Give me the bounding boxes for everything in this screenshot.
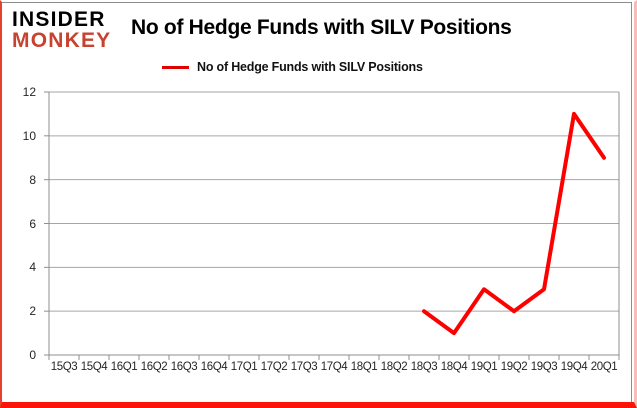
x-tick-label: 17Q1 <box>230 361 258 373</box>
insider-monkey-logo: INSIDER MONKEY <box>12 9 111 51</box>
y-tick-label: 12 <box>22 85 36 99</box>
x-axis-labels: 15Q3 15Q4 16Q1 16Q2 16Q3 16Q4 17Q1 17Q2 17Q3 17Q4… <box>49 361 619 373</box>
x-tick-label: 16Q4 <box>200 361 228 373</box>
logo-line2: MONKEY <box>12 29 112 52</box>
chart-title: No of Hedge Funds with SILV Positions <box>131 16 512 39</box>
x-tick-label: 19Q4 <box>560 361 588 373</box>
x-tick-label: 19Q3 <box>530 361 558 373</box>
x-tick-label: 15Q3 <box>50 361 78 373</box>
y-tick-label: 10 <box>22 128 36 143</box>
x-tick-label: 19Q2 <box>500 361 528 373</box>
x-tick-label: 16Q1 <box>110 361 138 373</box>
y-tick-label: 4 <box>29 260 36 275</box>
plot-area <box>44 91 620 360</box>
legend-label: No of Hedge Funds with SILV Positions <box>197 60 423 74</box>
x-tick-label: 18Q3 <box>410 361 438 373</box>
y-tick-label: 2 <box>29 304 36 319</box>
x-tick-label: 17Q4 <box>320 361 348 373</box>
x-tick-label: 19Q1 <box>470 361 498 373</box>
x-tick-label: 20Q1 <box>590 361 618 373</box>
x-tick-label: 17Q2 <box>260 361 288 373</box>
x-tick-label: 18Q2 <box>380 361 408 373</box>
legend-line-sample-icon <box>162 65 189 69</box>
y-tick-label: 6 <box>29 216 36 231</box>
logo-line1: INSIDER <box>12 8 106 31</box>
x-tick-label: 18Q1 <box>350 361 378 373</box>
x-tick-label: 16Q2 <box>140 361 168 373</box>
x-tick-label: 16Q3 <box>170 361 198 373</box>
x-tick-label: 17Q3 <box>290 361 318 373</box>
x-tick-label: 18Q4 <box>440 361 468 373</box>
chart-surface: INSIDER MONKEY No of Hedge Funds with SI… <box>2 2 632 402</box>
y-axis-labels: 0 2 4 6 8 10 12 <box>2 3 40 402</box>
x-tick-label: 15Q4 <box>80 361 108 373</box>
y-tick-label: 8 <box>29 172 36 187</box>
y-tick-label: 0 <box>29 348 36 362</box>
series-line <box>422 111 606 336</box>
legend: No of Hedge Funds with SILV Positions <box>162 60 423 74</box>
